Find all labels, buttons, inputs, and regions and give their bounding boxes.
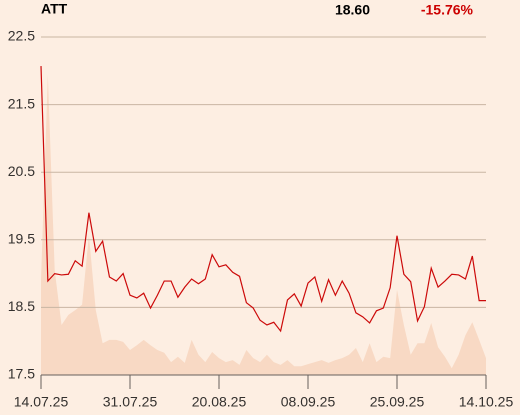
price-line xyxy=(40,66,486,333)
y-tick-label: 21.5 xyxy=(8,95,35,111)
x-tick-label: 25.09.25 xyxy=(370,394,425,410)
area xyxy=(41,74,486,376)
price: 18.60 xyxy=(335,2,370,18)
x-tick-label: 08.09.25 xyxy=(281,394,336,410)
x-tick-label: 31.07.25 xyxy=(103,394,158,410)
y-tick-label: 22.5 xyxy=(8,28,35,44)
x-tick-label: 14.10.25 xyxy=(459,394,514,410)
change: -15.76% xyxy=(421,2,474,18)
symbol: ATT xyxy=(41,1,68,17)
y-tick-label: 19.5 xyxy=(8,231,35,247)
y-tick-label: 20.5 xyxy=(8,163,35,179)
y-tick-label: 17.5 xyxy=(8,366,35,382)
x-tick-label: 14.07.25 xyxy=(14,394,69,410)
y-tick-label: 18.5 xyxy=(8,298,35,314)
x-tick-label: 20.08.25 xyxy=(192,394,247,410)
